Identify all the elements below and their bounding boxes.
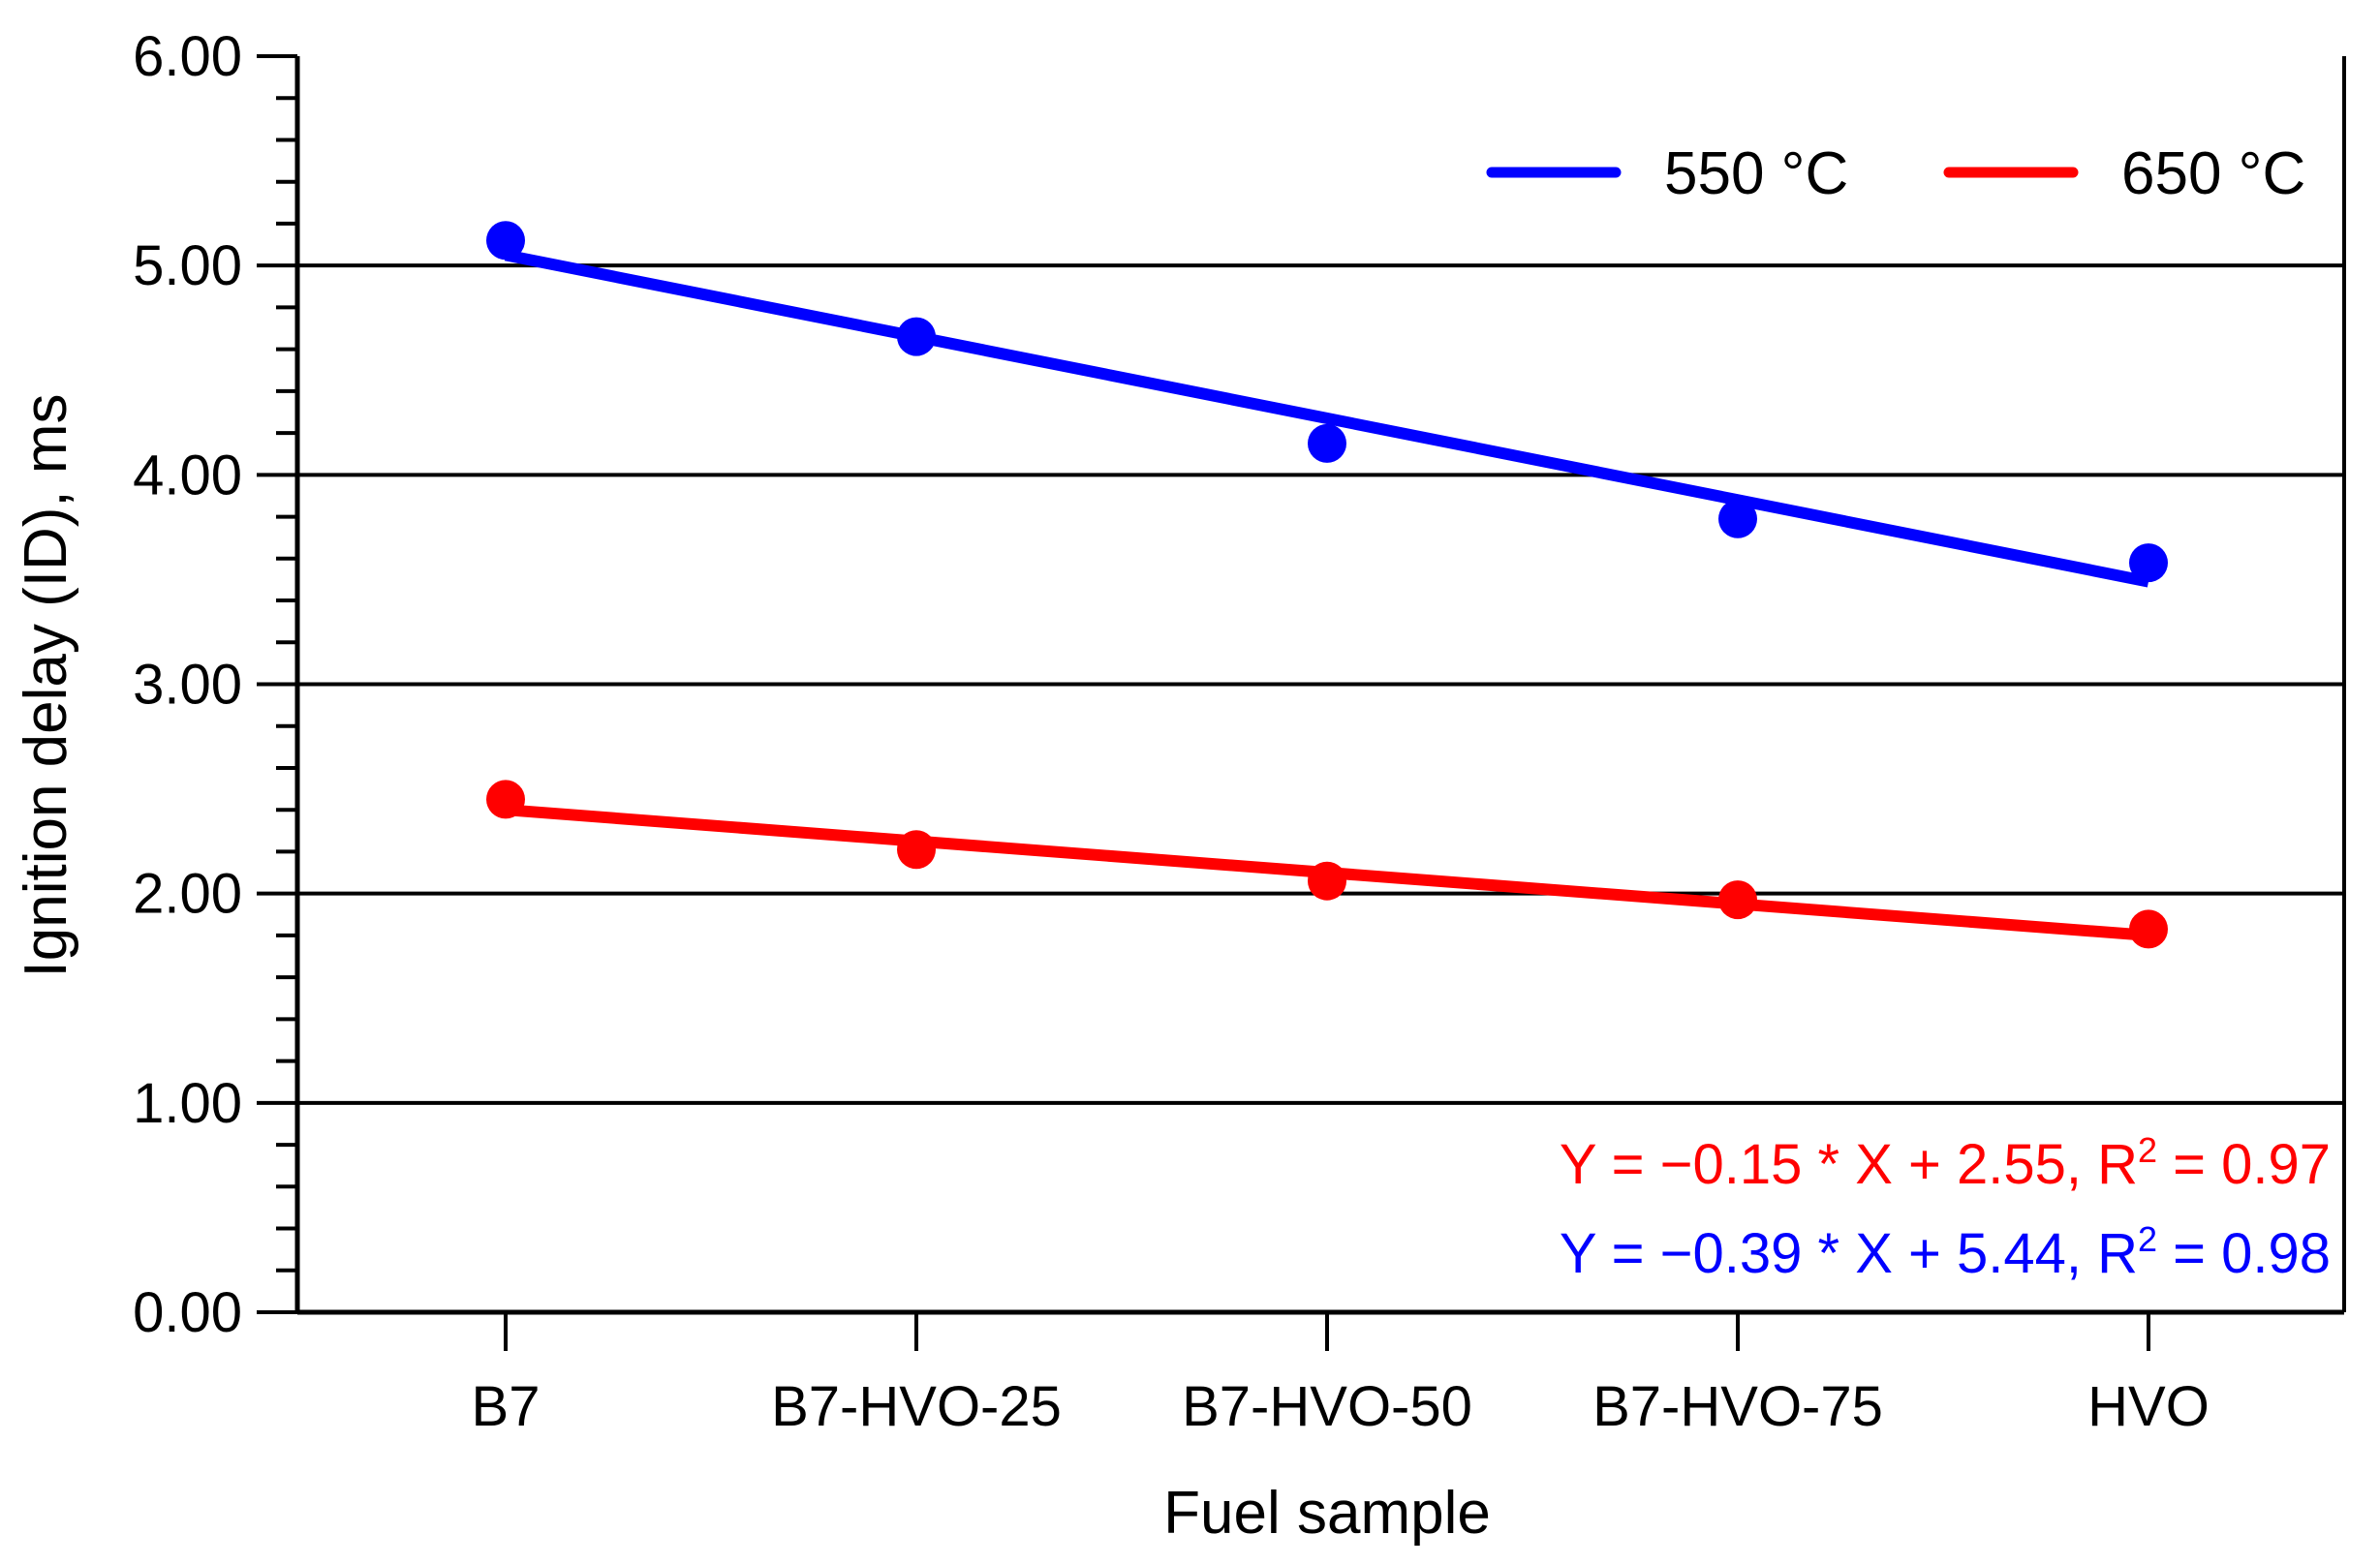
x-axis-title: Fuel sample — [1163, 1480, 1491, 1547]
data-point-series-1-4 — [2129, 909, 2168, 949]
equation-650-sup: 2 — [2138, 1130, 2157, 1170]
data-point-series-0-0 — [486, 221, 525, 261]
y-axis-title: Ignition delay (ID), ms — [13, 394, 79, 978]
y-tick-label-0: 0.00 — [133, 1281, 242, 1344]
equation-650-main: Y = −0.15 * X + 2.55, R — [1560, 1133, 2138, 1196]
x-tick-label-1: B7-HVO-25 — [771, 1375, 1062, 1438]
equation-550-sup: 2 — [2138, 1219, 2157, 1259]
data-point-series-1-2 — [1308, 861, 1346, 901]
equation-550-main: Y = −0.39 * X + 5.44, R — [1560, 1222, 2138, 1285]
equation-650: Y = −0.15 * X + 2.55, R2 = 0.97 — [1560, 1130, 2331, 1196]
data-point-series-0-4 — [2129, 543, 2168, 583]
equation-650-tail: = 0.97 — [2157, 1133, 2331, 1196]
axes — [257, 54, 2346, 1351]
y-tick-label-6: 6.00 — [133, 25, 242, 88]
y-tick-label-3: 3.00 — [133, 654, 242, 717]
equation-550-tail: = 0.98 — [2157, 1222, 2331, 1285]
x-tick-label-0: B7 — [472, 1375, 541, 1438]
data-point-series-1-0 — [486, 780, 525, 819]
data-point-series-1-3 — [1718, 880, 1757, 920]
y-tick-label-1: 1.00 — [133, 1072, 242, 1135]
data-point-series-1-1 — [897, 830, 936, 870]
grid-lines — [297, 263, 2344, 1105]
x-tick-label-2: B7-HVO-50 — [1182, 1375, 1472, 1438]
trend-lines — [504, 249, 2150, 941]
legend: 550 °C 650 °C — [1486, 140, 2305, 207]
legend-label-550: 550 °C — [1664, 140, 1848, 207]
data-points — [486, 221, 2168, 949]
legend-label-650: 650 °C — [2121, 140, 2305, 207]
x-tick-labels: B7 B7-HVO-25 B7-HVO-50 B7-HVO-75 HVO — [472, 1375, 2210, 1438]
data-point-series-0-3 — [1718, 499, 1757, 538]
data-point-series-0-2 — [1308, 423, 1346, 463]
equation-550: Y = −0.39 * X + 5.44, R2 = 0.98 — [1560, 1219, 2331, 1285]
y-tick-label-5: 5.00 — [133, 234, 242, 297]
regression-equations: Y = −0.15 * X + 2.55, R2 = 0.97 Y = −0.3… — [1560, 1130, 2331, 1285]
data-point-series-0-1 — [897, 317, 936, 356]
y-tick-labels: 0.00 1.00 2.00 3.00 4.00 5.00 6.00 — [133, 25, 242, 1344]
y-tick-label-4: 4.00 — [133, 444, 242, 506]
trend-line-series-0 — [504, 249, 2150, 588]
x-tick-label-3: B7-HVO-75 — [1592, 1375, 1883, 1438]
y-tick-label-2: 2.00 — [133, 863, 242, 926]
x-tick-label-4: HVO — [2087, 1375, 2210, 1438]
